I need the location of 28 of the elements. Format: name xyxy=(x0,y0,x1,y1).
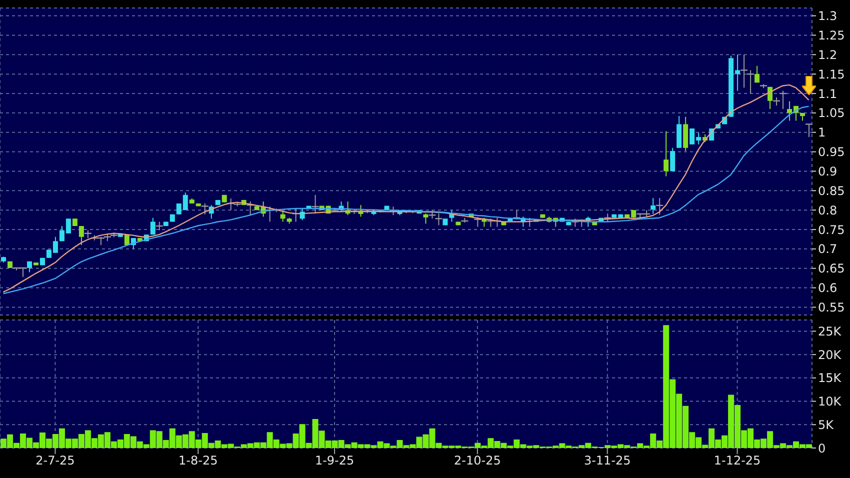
y-tick-label: 1.3 xyxy=(818,9,838,24)
x-tick-label: 2-10-25 xyxy=(454,454,501,468)
y-tick-label: 0.55 xyxy=(818,300,845,314)
y-tick-label: 0.6 xyxy=(818,281,838,296)
y-tick-label: 20K xyxy=(818,348,842,362)
x-tick-label: 1-9-25 xyxy=(314,454,354,468)
x-tick-label: 1-12-25 xyxy=(714,454,761,468)
y-tick-label: 0.85 xyxy=(818,184,845,198)
y-tick-label: 1.25 xyxy=(818,28,845,42)
y-tick-label: 0.8 xyxy=(818,203,838,218)
y-tick-label: 15K xyxy=(818,371,842,386)
y-tick-label: 25K xyxy=(818,324,842,338)
y-tick-label: 1.1 xyxy=(818,86,838,101)
y-tick-label: 0.75 xyxy=(818,222,845,237)
y-tick-label: 10K xyxy=(818,394,842,409)
x-tick-label: 3-11-25 xyxy=(584,454,631,468)
y-tick-label: 0.95 xyxy=(818,145,845,160)
y-tick-label: 1.15 xyxy=(818,67,845,82)
y-tick-label: 0.65 xyxy=(818,262,845,276)
x-tick-label: 1-8-25 xyxy=(178,454,218,468)
x-tick-label: 2-7-25 xyxy=(36,454,75,468)
y-tick-label: 5K xyxy=(818,418,835,432)
y-tick-label: 1 xyxy=(818,126,826,140)
y-tick-label: 0 xyxy=(818,441,826,456)
y-tick-label: 1.05 xyxy=(818,106,845,120)
y-tick-label: 1.2 xyxy=(818,48,838,62)
y-tick-label: 0.7 xyxy=(818,242,838,256)
y-tick-label: 0.9 xyxy=(818,164,838,178)
